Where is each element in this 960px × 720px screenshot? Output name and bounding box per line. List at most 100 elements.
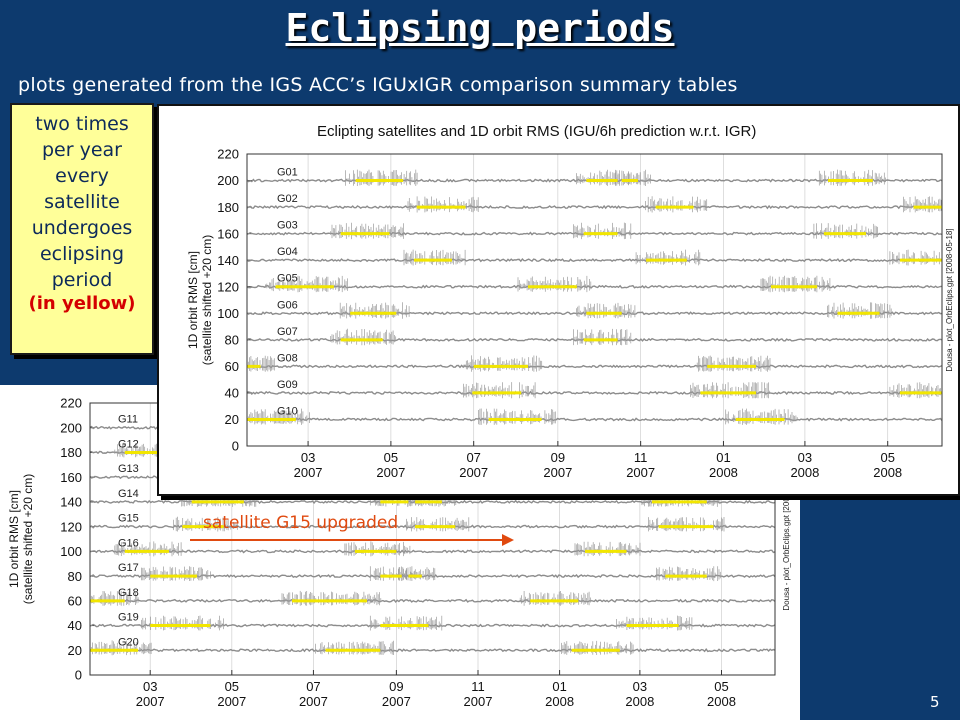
y-tick-label: 100: [60, 544, 82, 559]
x-tick-month: 01: [552, 679, 566, 694]
series-spikes: [330, 222, 404, 240]
x-tick-year: 2008: [709, 465, 738, 480]
y-tick-label: 200: [217, 173, 239, 188]
y-tick-label: 120: [217, 279, 239, 294]
series-spikes: [574, 541, 641, 557]
x-tick-year: 2007: [294, 465, 323, 480]
chart-credit: Dousa - plot_OrbEclips.gpt [2008-05-18]: [782, 467, 791, 610]
series-spikes: [573, 328, 632, 346]
series-label: G12: [118, 438, 139, 450]
annotation-arrow-head: [502, 534, 514, 546]
y-tick-label: 180: [217, 200, 239, 215]
series-label: G19: [118, 612, 139, 624]
x-tick-year: 2007: [136, 694, 165, 709]
series-trace: [89, 598, 776, 603]
series-spikes: [519, 591, 593, 606]
y-tick-label: 200: [60, 420, 82, 435]
series-label: G20: [118, 636, 139, 648]
callout-box: two times per year every satellite under…: [10, 103, 154, 355]
x-tick-month: 05: [714, 679, 728, 694]
series-spikes: [635, 249, 701, 266]
series-label: G18: [118, 587, 139, 599]
y-tick-label: 20: [68, 643, 82, 658]
series-label: G06: [277, 299, 298, 311]
series-spikes: [760, 275, 831, 293]
y-tick-label: 140: [217, 253, 239, 268]
callout-text: two times per year every satellite under…: [31, 113, 133, 291]
series-trace: [89, 549, 776, 554]
x-tick-month: 07: [306, 679, 320, 694]
x-tick-year: 2007: [217, 694, 246, 709]
series-label: G08: [277, 352, 298, 364]
x-tick-month: 03: [633, 679, 647, 694]
x-tick-year: 2008: [873, 465, 902, 480]
chart-title: Eclipting satellites and 1D orbit RMS (I…: [317, 123, 756, 140]
series-spikes: [827, 302, 893, 319]
series-spikes: [463, 355, 543, 372]
series-label: G16: [118, 537, 139, 549]
x-tick-year: 2007: [543, 465, 572, 480]
y-tick-label: 220: [217, 147, 239, 162]
series-label: G04: [277, 246, 298, 258]
series-spikes: [573, 222, 632, 240]
series-spikes: [139, 615, 224, 631]
x-tick-month: 05: [225, 679, 239, 694]
series-spikes: [817, 169, 886, 186]
series-spikes: [654, 566, 721, 582]
chart-g01-g10: Eclipting satellites and 1D orbit RMS (I…: [157, 104, 960, 496]
y-axis-sublabel: (satellite shifted +20 cm): [200, 235, 214, 365]
series-spikes: [315, 640, 394, 655]
y-tick-label: 60: [225, 359, 239, 374]
y-axis-sublabel: (satellite shifted +20 cm): [21, 474, 35, 604]
series-label: G05: [277, 273, 298, 285]
y-tick-label: 0: [232, 439, 239, 454]
x-tick-month: 09: [389, 679, 403, 694]
series-spikes: [461, 382, 536, 399]
y-tick-label: 0: [75, 668, 82, 683]
y-tick-label: 160: [217, 226, 239, 241]
y-tick-label: 160: [60, 470, 82, 485]
series-spikes: [611, 169, 651, 186]
y-tick-label: 80: [225, 332, 239, 347]
series-spikes: [478, 408, 556, 425]
x-tick-year: 2008: [707, 694, 736, 709]
series-label: G17: [118, 562, 139, 574]
series-label: G13: [118, 463, 139, 475]
series-spikes: [339, 302, 410, 319]
x-tick-month: 07: [466, 450, 480, 465]
series-trace: [246, 390, 943, 396]
series-spikes: [246, 355, 275, 372]
x-tick-year: 2007: [382, 694, 411, 709]
series-trace: [246, 204, 943, 210]
x-tick-month: 11: [471, 679, 485, 694]
x-tick-year: 2007: [626, 465, 655, 480]
y-tick-label: 40: [225, 386, 239, 401]
y-tick-label: 140: [60, 495, 82, 510]
y-tick-label: 80: [68, 569, 82, 584]
series-label: G09: [277, 379, 298, 391]
series-spikes: [725, 408, 799, 425]
series-spikes: [690, 382, 771, 399]
series-spikes: [345, 169, 418, 186]
x-tick-year: 2008: [545, 694, 574, 709]
series-spikes: [648, 517, 727, 532]
series-spikes: [889, 249, 943, 266]
series-trace: [89, 648, 776, 653]
series-label: G07: [277, 326, 298, 338]
x-tick-month: 11: [634, 450, 648, 465]
x-tick-year: 2007: [299, 694, 328, 709]
series-trace: [246, 284, 943, 289]
y-axis-label: 1D orbit RMS [cm]: [186, 251, 200, 349]
page-subtitle: plots generated from the IGS ACC’s IGUxI…: [18, 74, 738, 96]
series-spikes: [561, 640, 634, 655]
series-label: G03: [277, 220, 298, 232]
series-spikes: [645, 196, 708, 213]
series-spikes: [616, 615, 693, 631]
series-label: G01: [277, 167, 298, 179]
y-tick-label: 120: [60, 519, 82, 534]
series-spikes: [406, 196, 480, 213]
series-label: G10: [277, 405, 298, 417]
series-spikes: [889, 382, 943, 399]
x-tick-year: 2007: [376, 465, 405, 480]
